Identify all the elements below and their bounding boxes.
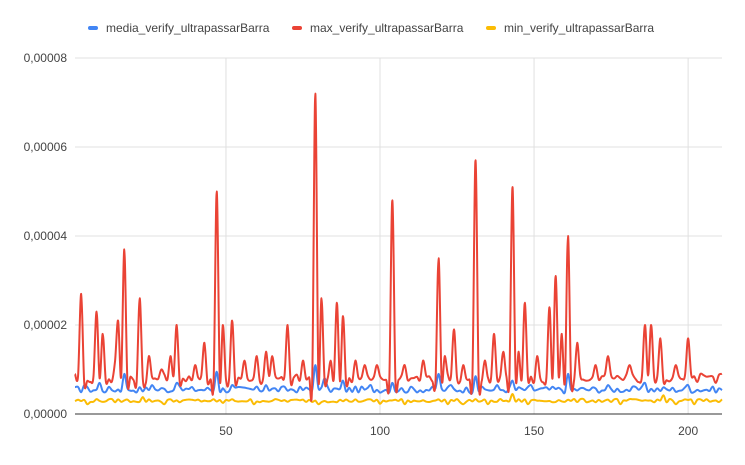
legend-item-media: media_verify_ultrapassarBarra [88,21,270,35]
y-tick-label: 0,00006 [24,140,68,154]
series-line-media [74,364,723,395]
legend-swatch [292,26,302,30]
legend-item-max: max_verify_ultrapassarBarra [292,21,464,35]
x-tick-label: 50 [219,424,233,438]
x-tick-label: 200 [678,424,698,438]
legend-label: media_verify_ultrapassarBarra [106,21,270,35]
series-line-max [74,92,723,402]
legend: media_verify_ultrapassarBarra max_verify_… [88,21,654,35]
y-tick-label: 0,00004 [24,229,68,243]
x-tick-label: 100 [370,424,390,438]
legend-swatch [486,26,496,30]
legend-item-min: min_verify_ultrapassarBarra [486,21,654,35]
y-tick-label: 0,00008 [24,51,68,65]
gridlines [75,57,722,414]
series-line-min [74,392,723,406]
y-tick-label: 0,00000 [24,407,68,421]
y-tick-label: 0,00002 [24,318,68,332]
x-tick-label: 150 [524,424,544,438]
legend-swatch [88,26,98,30]
series-layer [74,92,723,406]
legend-label: max_verify_ultrapassarBarra [310,21,464,35]
legend-label: min_verify_ultrapassarBarra [504,21,654,35]
axes: 0,00000 0,00002 0,00004 0,00006 0,00008 50 100… [24,51,722,438]
